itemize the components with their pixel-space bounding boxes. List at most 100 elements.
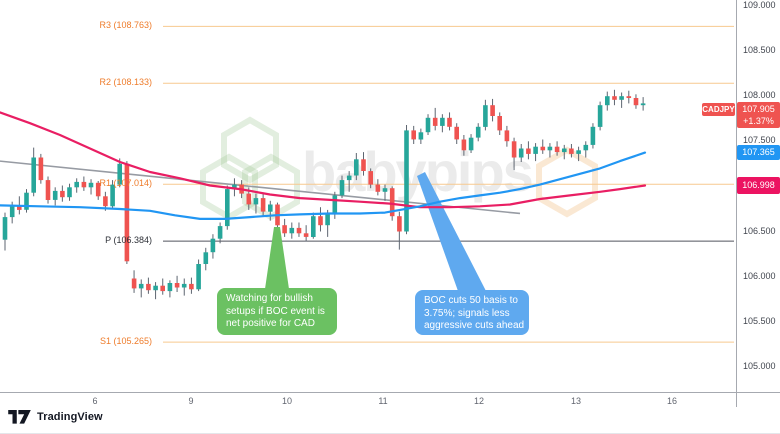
- candle-body[interactable]: [397, 216, 402, 232]
- blue-callout-stem[interactable]: [417, 172, 486, 291]
- candle-body[interactable]: [440, 117, 445, 126]
- candle-body[interactable]: [303, 233, 309, 237]
- candle-body[interactable]: [217, 226, 223, 239]
- candle-body[interactable]: [389, 188, 395, 217]
- candle-body[interactable]: [483, 105, 488, 127]
- candle-body[interactable]: [24, 192, 29, 210]
- candle-body[interactable]: [174, 283, 180, 288]
- candle-body[interactable]: [17, 205, 22, 210]
- candle-body[interactable]: [640, 103, 646, 106]
- tradingview-brand[interactable]: TradingView: [8, 410, 103, 424]
- candle-body[interactable]: [318, 216, 323, 226]
- candle-body[interactable]: [181, 283, 187, 288]
- candle-body[interactable]: [282, 225, 287, 234]
- candle-body[interactable]: [260, 198, 266, 212]
- candle-body[interactable]: [354, 159, 359, 176]
- candle-body[interactable]: [131, 278, 137, 289]
- candle-body[interactable]: [633, 98, 639, 106]
- candle-body[interactable]: [52, 190, 58, 200]
- pivot-label-S1[interactable]: S1 (105.265): [99, 336, 152, 347]
- candle-body[interactable]: [504, 130, 510, 142]
- candle-body[interactable]: [246, 193, 252, 205]
- candle-body[interactable]: [110, 184, 115, 207]
- candle-body[interactable]: [590, 126, 596, 145]
- candle-body[interactable]: [518, 148, 524, 158]
- candle-body[interactable]: [497, 116, 502, 131]
- candle-body[interactable]: [9, 205, 15, 218]
- candle-body[interactable]: [332, 195, 338, 214]
- candle-body[interactable]: [325, 213, 330, 226]
- candle-body[interactable]: [554, 146, 560, 153]
- candle-body[interactable]: [124, 163, 130, 262]
- candle-body[interactable]: [626, 96, 632, 98]
- candle-body[interactable]: [167, 283, 173, 292]
- candle-body[interactable]: [60, 190, 65, 198]
- candle-body[interactable]: [67, 187, 72, 198]
- candle-body[interactable]: [81, 181, 87, 188]
- candle-body[interactable]: [196, 264, 201, 290]
- candle-body[interactable]: [45, 180, 51, 200]
- ma-line-blue[interactable]: [0, 151, 647, 220]
- time-scale[interactable]: 6 9 10 11 12 13 16: [0, 396, 736, 410]
- candle-body[interactable]: [612, 96, 617, 100]
- candle-body[interactable]: [74, 181, 79, 188]
- price-scale[interactable]: 109.000108.500108.000107.500107.000106.5…: [737, 0, 780, 392]
- candle-body[interactable]: [103, 196, 108, 207]
- candle-body[interactable]: [146, 283, 151, 291]
- candle-body[interactable]: [605, 96, 610, 106]
- candle-body[interactable]: [569, 148, 574, 154]
- candle-body[interactable]: [368, 171, 373, 185]
- candle-body[interactable]: [468, 137, 474, 151]
- candle-body[interactable]: [88, 182, 94, 188]
- candle-body[interactable]: [339, 180, 345, 196]
- pivot-label-R1[interactable]: R1 (107.014): [99, 178, 152, 189]
- candle-body[interactable]: [597, 105, 603, 127]
- candle-body[interactable]: [296, 227, 302, 234]
- candle-body[interactable]: [533, 146, 538, 154]
- candle-body[interactable]: [583, 144, 589, 151]
- candle-body[interactable]: [418, 132, 424, 140]
- candle-body[interactable]: [117, 163, 122, 185]
- candle-body[interactable]: [2, 217, 8, 240]
- pivot-label-P[interactable]: P (106.384): [105, 235, 152, 246]
- candle-body[interactable]: [311, 216, 316, 237]
- pivot-label-R3[interactable]: R3 (108.763): [99, 20, 152, 31]
- candle-body[interactable]: [404, 130, 409, 232]
- candle-body[interactable]: [160, 285, 165, 292]
- candle-body[interactable]: [411, 130, 416, 140]
- candle-body[interactable]: [225, 189, 230, 227]
- candle-body[interactable]: [490, 105, 495, 116]
- ma-line-pink[interactable]: [0, 111, 647, 209]
- pivot-label-R2[interactable]: R2 (108.133): [99, 77, 152, 88]
- candle-body[interactable]: [31, 157, 36, 193]
- candle-body[interactable]: [253, 198, 259, 205]
- candle-body[interactable]: [38, 157, 44, 181]
- candle-body[interactable]: [540, 146, 546, 151]
- candle-body[interactable]: [454, 126, 459, 140]
- candle-body[interactable]: [562, 148, 567, 153]
- candle-body[interactable]: [138, 283, 144, 289]
- candle-body[interactable]: [447, 117, 452, 127]
- candle-body[interactable]: [425, 117, 431, 133]
- candle-body[interactable]: [475, 126, 481, 138]
- candle-body[interactable]: [346, 175, 352, 181]
- candle-body[interactable]: [576, 150, 581, 154]
- candle-body[interactable]: [189, 283, 194, 290]
- candle-body[interactable]: [289, 227, 295, 234]
- candle-body[interactable]: [95, 182, 101, 197]
- candle-body[interactable]: [153, 285, 158, 291]
- candle-body[interactable]: [526, 148, 531, 154]
- candle-body[interactable]: [232, 184, 237, 190]
- candle-body[interactable]: [511, 141, 517, 158]
- candle-body[interactable]: [547, 146, 553, 151]
- candle-body[interactable]: [203, 252, 209, 264]
- green-callout-note[interactable]: Watching for bullish setups if BOC event…: [217, 288, 337, 335]
- candle-body[interactable]: [619, 96, 624, 100]
- blue-callout-note[interactable]: BOC cuts 50 basis to 3.75%; signals less…: [415, 290, 529, 335]
- candle-body[interactable]: [461, 139, 467, 151]
- green-callout-stem[interactable]: [265, 227, 289, 289]
- candle-body[interactable]: [268, 204, 273, 212]
- candle-body[interactable]: [361, 159, 366, 171]
- candle-body[interactable]: [382, 188, 388, 192]
